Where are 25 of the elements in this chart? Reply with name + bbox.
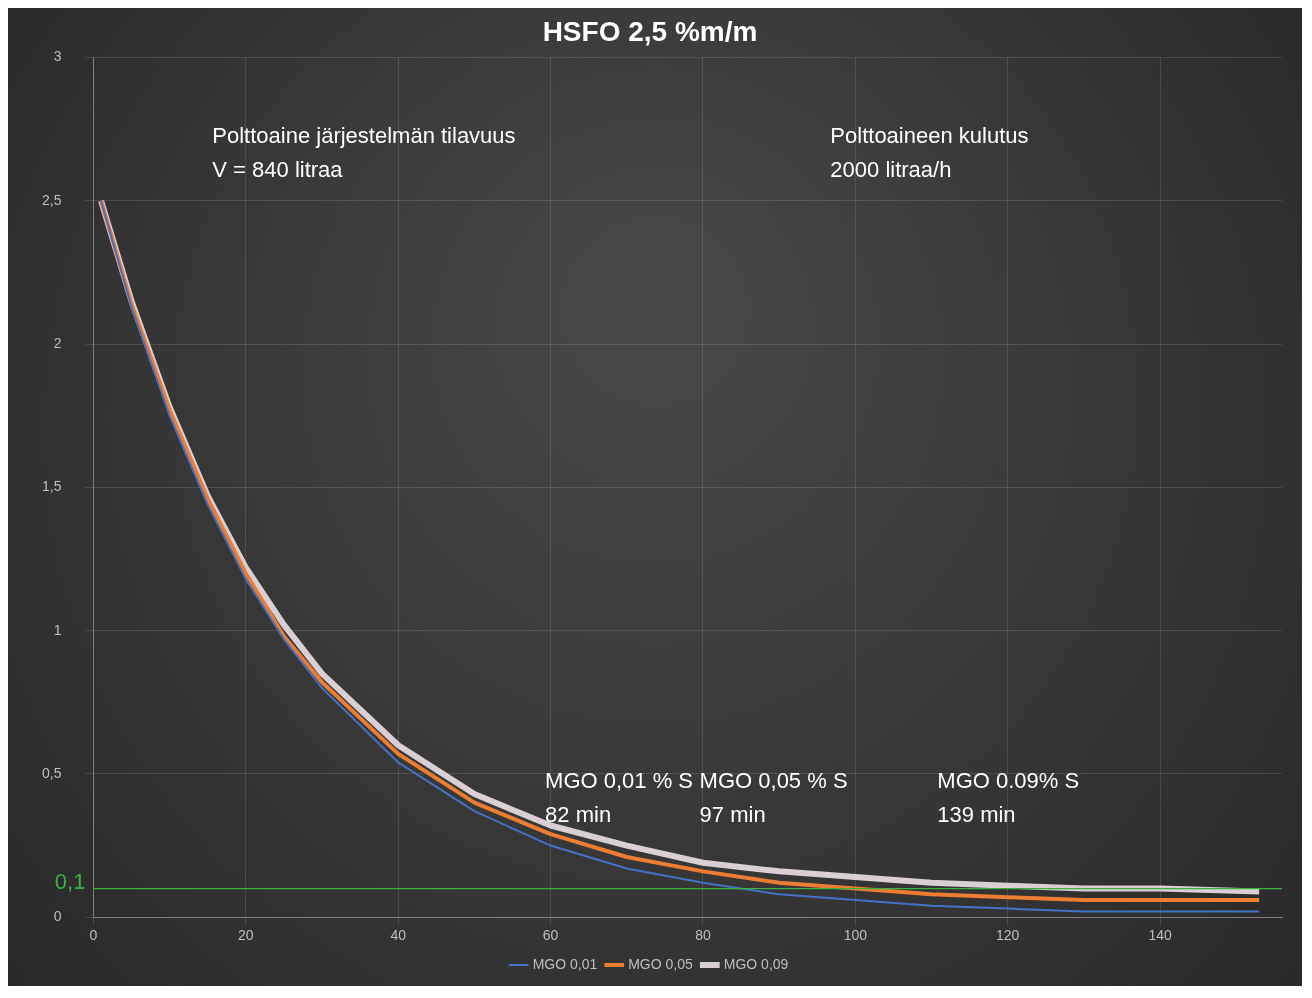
ref-line-label: 0,1 <box>54 868 86 894</box>
x-tick-label: 80 <box>695 927 711 944</box>
y-tick-label: 2 <box>53 334 62 351</box>
x-tick-label: 100 <box>843 927 868 944</box>
y-tick-label: 2,5 <box>41 191 62 208</box>
legend-label: MGO 0,05 <box>628 955 693 972</box>
y-tick-label: 0 <box>53 908 62 925</box>
x-tick-label: 20 <box>238 927 254 944</box>
x-tick-label: 60 <box>542 927 559 944</box>
x-tick-label: 140 <box>1148 927 1172 944</box>
annotation: MGO 0,01 % S 82 min <box>545 768 694 828</box>
y-tick-label: 0,5 <box>41 764 62 781</box>
legend-label: MGO 0,01 <box>532 955 598 972</box>
y-tick-label: 3 <box>53 48 62 65</box>
annotation: MGO 0,05 % S 97 min <box>699 768 848 828</box>
x-tick-label: 120 <box>996 927 1020 944</box>
y-tick-label: 1 <box>53 621 62 638</box>
chart-title: HSFO 2,5 %m/m <box>542 15 758 47</box>
annotation: Polttoaine järjestelmän tilavuus V = 840 litraa <box>212 123 516 183</box>
x-tick-label: 40 <box>390 927 407 944</box>
annotation: Polttoaineen kulutus 2000 litraa/h <box>830 123 1029 183</box>
x-tick-label: 0 <box>89 927 98 944</box>
y-tick-label: 1,5 <box>41 478 62 495</box>
annotation: MGO 0.09% S 139 min <box>937 768 1080 828</box>
legend-label: MGO 0,09 <box>723 955 789 972</box>
